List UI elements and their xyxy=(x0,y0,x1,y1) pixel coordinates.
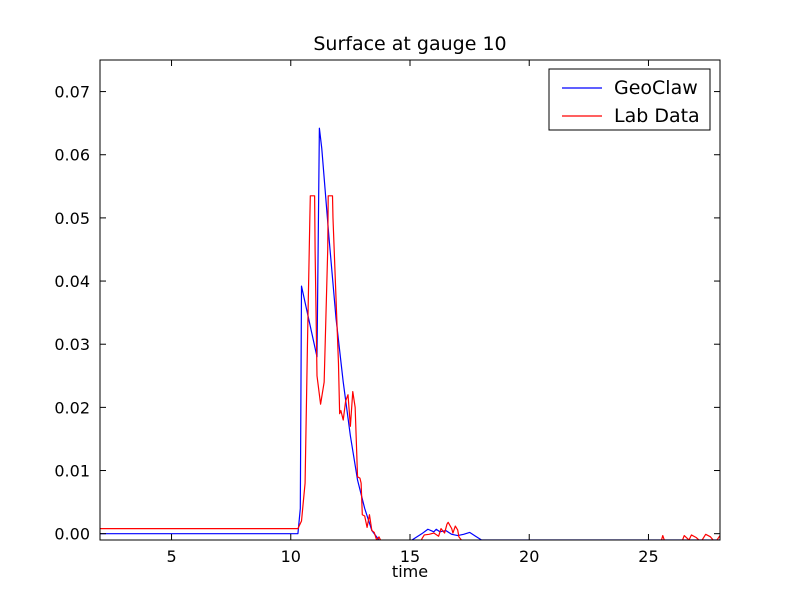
x-tick-label: 5 xyxy=(166,547,176,566)
y-tick-label: 0.00 xyxy=(54,525,90,544)
y-tick-label: 0.07 xyxy=(54,83,90,102)
series-layer xyxy=(100,127,720,540)
legend-entry-geoclaw: GeoClaw xyxy=(614,77,698,99)
legend: GeoClaw Lab Data xyxy=(548,68,711,131)
x-tick-label: 10 xyxy=(281,547,301,566)
y-tick-label: 0.03 xyxy=(54,335,90,354)
series-line-geoclaw xyxy=(100,127,720,540)
x-tick-label: 15 xyxy=(400,547,420,566)
x-tick-label: 25 xyxy=(638,547,658,566)
y-tick-label: 0.04 xyxy=(54,272,90,291)
plot-frame xyxy=(99,59,721,541)
tick-layer: 5 10 15 20 25 0.00 0.01 0.02 0.03 0.04 0.05 0.06 0.0… xyxy=(54,60,720,566)
chart-title: Surface at gauge 10 xyxy=(313,33,506,55)
y-tick-label: 0.05 xyxy=(54,209,90,228)
x-tick-label: 20 xyxy=(519,547,539,566)
y-tick-label: 0.06 xyxy=(54,146,90,165)
y-tick-label: 0.02 xyxy=(54,398,90,417)
series-line-lab-data xyxy=(100,195,720,540)
legend-frame xyxy=(548,68,711,131)
x-axis-label: time xyxy=(392,562,428,581)
y-tick-label: 0.01 xyxy=(54,462,90,481)
legend-entry-lab-data: Lab Data xyxy=(614,105,700,127)
